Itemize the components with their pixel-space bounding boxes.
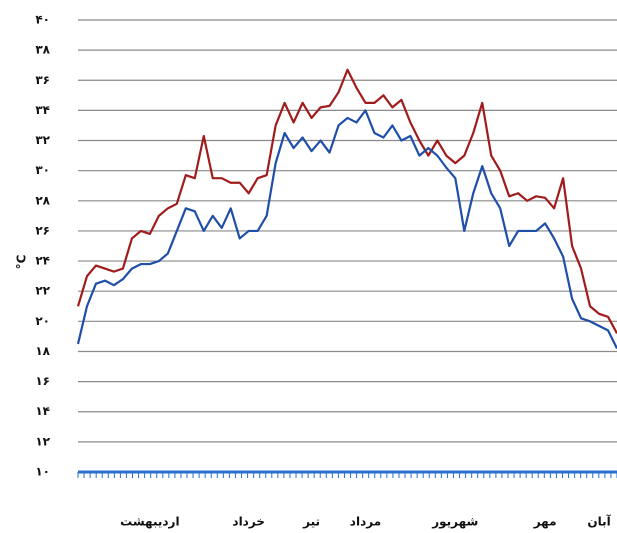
y-tick-label: ۲۶ xyxy=(35,223,50,237)
x-tick-label: خرداد xyxy=(232,515,265,529)
line-series xyxy=(76,109,617,349)
y-tick-label: ۳۴ xyxy=(35,103,50,117)
y-tick-label: ۳۰ xyxy=(35,163,50,177)
y-tick-label: ۲۴ xyxy=(35,254,50,268)
y-tick-label: ۴۰ xyxy=(35,13,50,27)
x-tick-label: مرداد xyxy=(350,515,381,529)
y-tick-label: ۱۰ xyxy=(35,465,50,479)
y-tick-label: ۲۲ xyxy=(35,284,50,298)
x-tick-label: تیر xyxy=(302,515,320,529)
y-tick-label: ۲۸ xyxy=(35,193,50,207)
x-tick-label: شهریور xyxy=(431,515,478,530)
x-tick-label: اردیبهشت xyxy=(120,515,179,529)
y-tick-label: ۲۰ xyxy=(35,314,50,328)
y-tick-label: ۱۶ xyxy=(35,374,50,388)
line-series xyxy=(76,68,617,334)
y-tick-label: ۳۶ xyxy=(35,73,50,87)
y-tick-label: ۱۲ xyxy=(35,434,50,448)
y-tick-label: ۱۴ xyxy=(35,404,50,418)
y-tick-label: ۱۸ xyxy=(35,344,50,358)
x-tick-label: آبان xyxy=(587,514,611,529)
y-axis-label: °C xyxy=(15,254,29,269)
y-tick-label: ۳۸ xyxy=(35,43,50,57)
y-tick-label: ۳۲ xyxy=(35,133,50,147)
x-tick-label: مهر xyxy=(533,515,557,529)
